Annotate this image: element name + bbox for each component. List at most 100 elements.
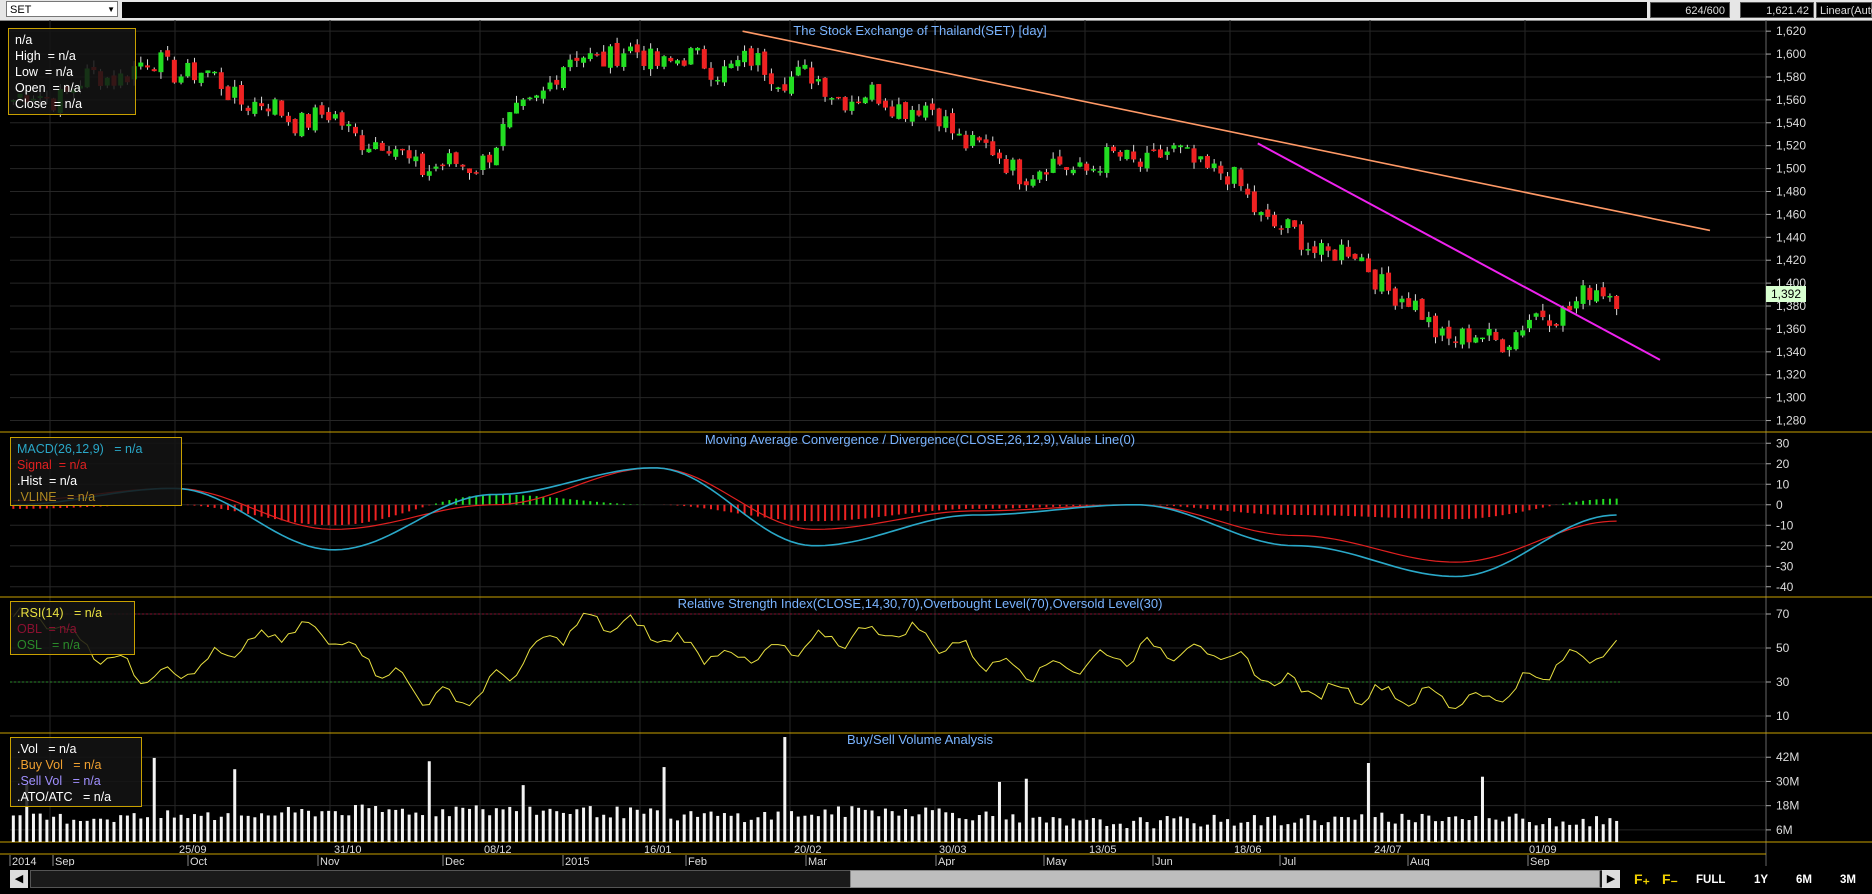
candle-body bbox=[1030, 179, 1036, 186]
candle-body bbox=[1600, 287, 1606, 297]
y-tick-label: 20 bbox=[1776, 457, 1790, 471]
y-tick-label: -30 bbox=[1776, 559, 1794, 573]
candle-body bbox=[1131, 151, 1137, 160]
volume-bar bbox=[1521, 818, 1525, 842]
candle-body bbox=[218, 72, 224, 89]
y-tick-label: -40 bbox=[1776, 580, 1794, 594]
zoom-1y-button[interactable]: 1Y bbox=[1754, 874, 1769, 886]
volume-bar bbox=[984, 811, 988, 842]
volume-bar bbox=[340, 815, 344, 842]
volume-title: Buy/Sell Volume Analysis bbox=[847, 732, 993, 747]
volume-bar bbox=[1152, 828, 1156, 842]
volume-bar bbox=[434, 816, 438, 842]
candle-body bbox=[1238, 169, 1244, 187]
vol-legend-vol: .Vol = n/a bbox=[17, 742, 77, 756]
scroll-right-icon[interactable]: ▶ bbox=[1602, 870, 1620, 888]
zoom-3m-button[interactable]: 3M bbox=[1840, 874, 1856, 886]
scale-mode[interactable]: Linear(Auto bbox=[1816, 2, 1872, 18]
candle-body bbox=[1144, 152, 1150, 169]
volume-bar bbox=[38, 813, 42, 842]
candle-body bbox=[1178, 145, 1184, 148]
candle-body bbox=[292, 119, 298, 134]
candle-body bbox=[1003, 159, 1009, 173]
candle-body bbox=[1459, 328, 1465, 345]
volume-bar bbox=[152, 757, 156, 842]
volume-bar bbox=[1581, 818, 1585, 842]
candle-body bbox=[721, 66, 727, 83]
volume-bar bbox=[25, 784, 29, 842]
volume-bar bbox=[1158, 820, 1162, 842]
candle-body bbox=[1406, 298, 1412, 307]
volume-bar bbox=[796, 816, 800, 842]
candle-body bbox=[1231, 166, 1237, 184]
volume-bar bbox=[1393, 823, 1397, 842]
symbol-select[interactable]: SET ▼ bbox=[6, 1, 118, 17]
volume-bar bbox=[1380, 812, 1384, 842]
volume-bar bbox=[917, 814, 921, 842]
candle-body bbox=[641, 50, 647, 66]
x-tick-label-lower: Nov bbox=[320, 856, 340, 866]
x-tick-label-upper: 01/09 bbox=[1529, 844, 1557, 856]
command-field[interactable] bbox=[122, 2, 1647, 18]
last-price-readout: 1,621.42 bbox=[1740, 2, 1814, 18]
candle-body bbox=[440, 164, 446, 167]
y-tick-label: 70 bbox=[1776, 607, 1790, 621]
candle-body bbox=[1540, 310, 1546, 318]
candle-body bbox=[1272, 214, 1278, 227]
x-tick-label-lower: Aug bbox=[1410, 856, 1430, 866]
candle-body bbox=[943, 116, 949, 128]
candle-body bbox=[815, 79, 821, 82]
volume-bar bbox=[105, 819, 109, 842]
volume-bar bbox=[736, 813, 740, 842]
zoom-in-icon[interactable]: F₊ bbox=[1634, 871, 1650, 887]
x-tick-label-lower: Sep bbox=[55, 856, 75, 866]
chart-canvas[interactable]: The Stock Exchange of Thailand(SET) [day… bbox=[0, 20, 1872, 866]
vol-legend-buy: .Buy Vol = n/a bbox=[17, 758, 102, 772]
candle-body bbox=[1426, 317, 1432, 323]
candle-body bbox=[1332, 249, 1338, 261]
candle-body bbox=[654, 51, 660, 66]
candle-body bbox=[1500, 339, 1506, 353]
volume-bar bbox=[629, 807, 633, 842]
candle-body bbox=[1573, 301, 1579, 309]
candle-body bbox=[306, 114, 312, 128]
candle-body bbox=[420, 153, 426, 176]
y-tick-label: 1,360 bbox=[1776, 322, 1806, 336]
volume-bar bbox=[192, 814, 196, 842]
candle-body bbox=[1111, 146, 1117, 152]
y-tick-label: 1,380 bbox=[1776, 299, 1806, 313]
zoom-full-button[interactable]: FULL bbox=[1696, 874, 1726, 886]
volume-bar bbox=[1326, 822, 1330, 842]
candle-body bbox=[567, 59, 573, 68]
y-tick-label: -20 bbox=[1776, 539, 1794, 553]
candle-body bbox=[768, 73, 774, 85]
candle-body bbox=[1017, 159, 1023, 185]
scroll-left-icon[interactable]: ◀ bbox=[10, 870, 28, 888]
candle-body bbox=[1372, 269, 1378, 290]
candle-body bbox=[876, 84, 882, 104]
volume-bar bbox=[1467, 820, 1471, 842]
candle-body bbox=[795, 66, 801, 76]
volume-bar bbox=[1420, 813, 1424, 842]
volume-bar bbox=[1480, 776, 1484, 842]
y-tick-label: 1,340 bbox=[1776, 345, 1806, 359]
volume-bar bbox=[1232, 825, 1236, 842]
volume-bar bbox=[870, 810, 874, 842]
chevron-down-icon[interactable]: ▼ bbox=[107, 5, 115, 14]
scrollbar-thumb[interactable] bbox=[850, 870, 1600, 888]
volume-bar bbox=[266, 815, 270, 842]
volume-bar bbox=[18, 815, 22, 842]
x-tick-label-upper: 30/03 bbox=[939, 844, 967, 856]
volume-bar bbox=[253, 817, 257, 842]
zoom-6m-button[interactable]: 6M bbox=[1796, 874, 1812, 886]
volume-bar bbox=[1071, 818, 1075, 842]
volume-bar bbox=[924, 807, 928, 842]
volume-bar bbox=[327, 810, 331, 842]
volume-bar bbox=[682, 814, 686, 842]
y-tick-label: 1,460 bbox=[1776, 207, 1806, 221]
zoom-out-icon[interactable]: F₋ bbox=[1662, 871, 1678, 887]
candle-body bbox=[970, 134, 976, 146]
volume-bar bbox=[1353, 819, 1357, 842]
volume-bar bbox=[454, 806, 458, 842]
y-tick-label: 1,440 bbox=[1776, 230, 1806, 244]
